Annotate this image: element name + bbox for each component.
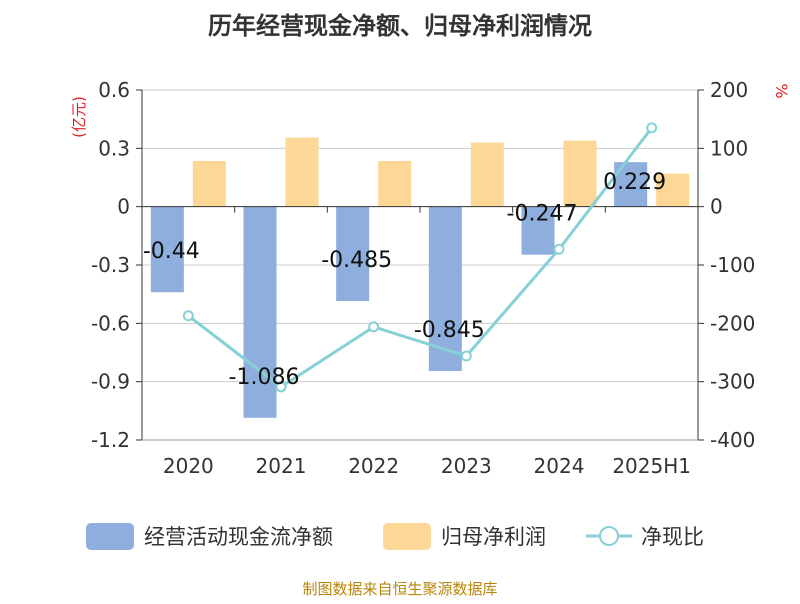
ratio-point <box>368 321 380 333</box>
net-profit-bar <box>656 173 690 207</box>
cashflow-data-label: -0.845 <box>414 318 485 343</box>
legend-label-cashflow: 经营活动现金流净额 <box>144 525 333 549</box>
cashflow-bar <box>150 206 184 293</box>
category-label: 2021 <box>256 454 307 478</box>
cashflow-bar <box>521 206 555 255</box>
net-profit-bar <box>378 160 412 207</box>
legend-swatch-cashflow <box>86 523 134 550</box>
cashflow-data-label: -0.44 <box>143 239 200 264</box>
net-profit-bar <box>563 140 597 207</box>
net-profit-bar <box>285 137 319 207</box>
cashflow-bar <box>243 206 277 418</box>
legend-marker-ratio <box>599 526 619 546</box>
left-axis-tick-label: -0.9 <box>91 370 130 394</box>
ratio-point <box>460 350 472 362</box>
net-profit-bar <box>192 160 226 207</box>
cashflow-data-label: -1.086 <box>229 365 300 390</box>
right-axis-tick-label: -300 <box>710 370 755 394</box>
category-label: 2025H1 <box>612 454 691 478</box>
ratio-point <box>182 310 194 322</box>
cashflow-data-label: -0.485 <box>321 248 392 273</box>
left-axis-tick-label: -1.2 <box>91 428 130 452</box>
cashflow-bar <box>428 206 462 371</box>
cashflow-bar <box>336 206 370 301</box>
right-axis-tick-label: 0 <box>710 195 723 219</box>
category-label: 2024 <box>534 454 585 478</box>
legend-label-ratio: 净现比 <box>641 525 704 549</box>
category-label: 2020 <box>163 454 214 478</box>
right-axis-tick-label: 200 <box>710 78 748 102</box>
ratio-point <box>275 381 287 393</box>
source-note: 制图数据来自恒生聚源数据库 <box>302 580 497 598</box>
category-label: 2022 <box>348 454 399 478</box>
left-axis-tick-label: -0.3 <box>91 253 130 277</box>
left-axis-tick-label: 0 <box>117 195 130 219</box>
ratio-point <box>646 122 658 134</box>
legend-label-net-profit: 归母净利润 <box>441 525 546 549</box>
chart-title: 历年经营现金净额、归母净利润情况 <box>208 12 592 40</box>
right-axis-unit: % <box>772 83 791 98</box>
right-axis-tick-label: 100 <box>710 136 748 160</box>
category-label: 2023 <box>441 454 492 478</box>
ratio-line <box>187 127 653 389</box>
cashflow-data-label: -0.247 <box>507 202 578 227</box>
ratio-point <box>553 243 565 255</box>
legend-swatch-net-profit <box>383 523 431 550</box>
net-profit-bar <box>470 142 504 207</box>
right-axis-tick-label: -100 <box>710 253 755 277</box>
cashflow-data-label: 0.229 <box>603 170 666 195</box>
left-axis-unit: (亿元) <box>70 96 88 138</box>
right-axis-tick-label: -200 <box>710 311 755 335</box>
left-axis-tick-label: 0.3 <box>98 136 130 160</box>
left-axis-tick-label: -0.6 <box>91 311 130 335</box>
left-axis-tick-label: 0.6 <box>98 78 130 102</box>
right-axis-tick-label: -400 <box>710 428 755 452</box>
